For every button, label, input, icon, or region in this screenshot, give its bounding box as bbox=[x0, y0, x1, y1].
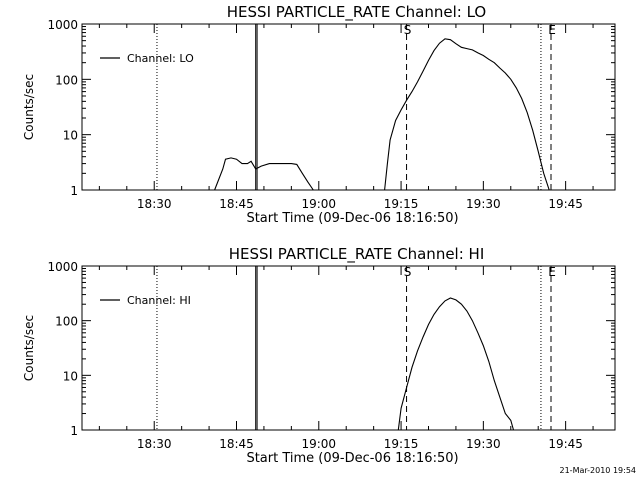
legend-entry: Channel: LO bbox=[127, 52, 194, 65]
x-tick-label: 18:30 bbox=[137, 437, 172, 451]
chart-title: HESSI PARTICLE_RATE Channel: HI bbox=[229, 245, 485, 264]
x-tick-label: 18:45 bbox=[219, 437, 254, 451]
event-marker-label: S bbox=[404, 23, 412, 37]
y-tick-label: 1000 bbox=[47, 260, 78, 274]
chart-title: HESSI PARTICLE_RATE Channel: LO bbox=[227, 3, 486, 22]
x-tick-label: 19:30 bbox=[466, 197, 501, 211]
x-axis-label: Start Time (09-Dec-06 18:16:50) bbox=[246, 211, 458, 226]
event-marker-label: E bbox=[548, 23, 556, 37]
chart-panel-2: HESSI PARTICLE_RATE Channel: HI 1 10 100 100… bbox=[22, 245, 616, 466]
x-tick-label: 19:00 bbox=[301, 197, 336, 211]
y-axis-label: Counts/sec bbox=[22, 74, 36, 140]
y-tick-label: 10 bbox=[63, 369, 78, 383]
x-tick-label: 18:45 bbox=[219, 197, 254, 211]
x-axis-label: Start Time (09-Dec-06 18:16:50) bbox=[246, 451, 458, 466]
y-tick-label: 100 bbox=[55, 73, 78, 87]
x-tick-label: 18:30 bbox=[137, 197, 172, 211]
y-tick-label: 10 bbox=[63, 129, 78, 143]
x-tick-label: 19:30 bbox=[466, 437, 501, 451]
x-tick-label: 19:45 bbox=[548, 197, 583, 211]
series-line bbox=[384, 38, 550, 191]
event-marker-label: S bbox=[404, 265, 412, 279]
plot-frame bbox=[81, 23, 616, 191]
x-tick-label: 19:00 bbox=[301, 437, 336, 451]
series-line bbox=[214, 157, 314, 191]
x-tick-label: 19:45 bbox=[548, 437, 583, 451]
chart-panel-1: HESSI PARTICLE_RATE Channel: LO 1 10 100 100… bbox=[22, 3, 616, 226]
event-marker-label: E bbox=[548, 265, 556, 279]
y-tick-label: 1000 bbox=[47, 18, 78, 32]
timestamp: 21-Mar-2010 19:54 bbox=[559, 466, 637, 475]
y-tick-label: 100 bbox=[55, 315, 78, 329]
legend-entry: Channel: HI bbox=[127, 294, 191, 307]
series-line bbox=[397, 297, 515, 431]
x-tick-label: 19:15 bbox=[384, 437, 419, 451]
y-tick-label: 1 bbox=[70, 184, 78, 198]
x-tick-label: 19:15 bbox=[384, 197, 419, 211]
plot-frame bbox=[81, 265, 616, 431]
y-tick-label: 1 bbox=[70, 424, 78, 438]
y-axis-label: Counts/sec bbox=[22, 315, 36, 381]
